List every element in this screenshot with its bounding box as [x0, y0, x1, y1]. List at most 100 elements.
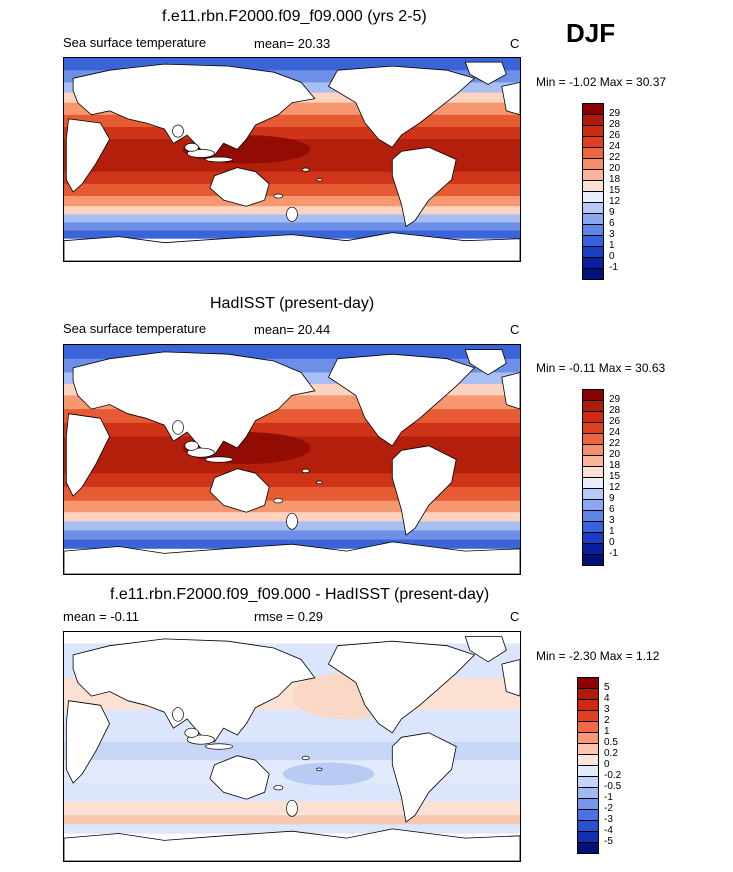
colorbar-swatch — [583, 269, 603, 279]
colorbar-tick-label: -1 — [609, 548, 618, 559]
colorbar-swatch — [583, 522, 603, 533]
colorbar-tick-label: 0 — [609, 251, 615, 262]
continent-outline — [327, 353, 476, 447]
colorbar-tick-label: 0.2 — [604, 748, 618, 759]
colorbar-swatch — [583, 511, 603, 522]
colorbar-tick-label: -5 — [604, 836, 613, 847]
continent-outline — [65, 413, 111, 497]
continent-outline — [327, 640, 476, 734]
colorbar-tick-label: 6 — [609, 504, 615, 515]
colorbar-swatch — [583, 159, 603, 170]
continent-outline — [64, 541, 520, 574]
colorbar-tick-label: 22 — [609, 438, 621, 449]
colorbar-tick-label: -0.5 — [604, 781, 622, 792]
continent-outline — [64, 232, 520, 261]
colorbar-tick-label: 3 — [604, 704, 610, 715]
continent-outline — [209, 468, 270, 513]
colorbar-swatch — [578, 788, 598, 799]
island-outline — [172, 124, 184, 138]
colorbar-tick-label: -1 — [609, 262, 618, 273]
continent-outline — [209, 167, 270, 207]
panel-3-map — [63, 631, 521, 862]
colorbar-tick-label: 1 — [609, 240, 615, 251]
continent-outline — [391, 146, 457, 228]
colorbar-swatch — [583, 170, 603, 181]
colorbar-tick-label: -1 — [604, 792, 613, 803]
colorbar-tick-label: 20 — [609, 163, 621, 174]
island-outline — [316, 480, 323, 485]
colorbar-tick-label: 20 — [609, 449, 621, 460]
island-outline — [286, 799, 298, 817]
island-outline — [286, 512, 298, 530]
colorbar-swatch — [583, 236, 603, 247]
colorbar-tick-label: 18 — [609, 174, 621, 185]
colorbar-swatch — [583, 181, 603, 192]
island-outline — [184, 727, 199, 738]
colorbar-swatches — [582, 389, 604, 566]
continent-outline — [501, 372, 520, 410]
colorbar-swatch — [583, 126, 603, 137]
sst-band — [64, 632, 520, 644]
continent-outline — [391, 732, 457, 823]
colorbar-swatch — [583, 258, 603, 269]
panel-3-title: f.e11.rbn.F2000.f09_f09.000 - HadISST (p… — [110, 586, 490, 603]
colorbar-tick-label: 15 — [609, 185, 621, 196]
continent-outline — [327, 65, 476, 148]
colorbar-tick-label: 29 — [609, 108, 621, 119]
island-outline — [286, 206, 298, 222]
colorbar-tick-label: -4 — [604, 825, 613, 836]
island-outline — [301, 468, 310, 474]
colorbar-swatch — [578, 689, 598, 700]
colorbar-swatch — [578, 678, 598, 689]
colorbar-swatch — [583, 423, 603, 434]
colorbar-tick-label: 9 — [609, 207, 615, 218]
panel-2-minmax: Min = -0.11 Max = 30.63 — [536, 361, 666, 375]
colorbar-swatch — [583, 478, 603, 489]
sst-band — [64, 196, 520, 207]
continent-outline — [464, 61, 507, 85]
sst-band — [64, 500, 520, 513]
continent-outline — [65, 118, 111, 193]
sst-band — [64, 709, 520, 743]
panel-2-map — [63, 344, 521, 575]
island-outline — [316, 178, 323, 182]
colorbar-swatch — [578, 700, 598, 711]
continent-outline — [64, 828, 520, 861]
island-outline — [301, 755, 310, 761]
colorbar-swatch — [583, 225, 603, 236]
continent-outline — [391, 445, 457, 536]
colorbar-swatch — [578, 755, 598, 766]
colorbar-swatch — [583, 555, 603, 565]
colorbar-tick-label: 0.5 — [604, 737, 618, 748]
panel-3-minmax: Min = -2.30 Max = 1.12 — [536, 649, 660, 663]
sst-band — [64, 815, 520, 825]
colorbar-tick-label: 0 — [609, 537, 615, 548]
continent-outline — [72, 351, 316, 456]
continent-outline — [501, 81, 520, 116]
panel-3-rmse: rmse = 0.29 — [254, 609, 324, 624]
panel-3-units: C — [510, 609, 520, 624]
island-outline — [301, 167, 310, 172]
island-outline — [273, 785, 284, 791]
colorbar-swatch — [583, 390, 603, 401]
colorbar-swatch — [583, 148, 603, 159]
colorbar-swatch — [583, 500, 603, 511]
colorbar-tick-label: 4 — [604, 693, 610, 704]
colorbar-swatch — [578, 722, 598, 733]
panel-1-units: C — [510, 36, 520, 51]
sst-band — [64, 183, 520, 197]
sst-band — [64, 530, 520, 541]
island-outline — [205, 743, 234, 750]
colorbar-tick-label: 18 — [609, 460, 621, 471]
colorbar-tick-label: 28 — [609, 405, 621, 416]
island-outline — [273, 193, 284, 199]
sst-band — [64, 127, 520, 140]
colorbar-tick-label: 22 — [609, 152, 621, 163]
panel-1-minmax: Min = -1.02 Max = 30.37 — [536, 75, 667, 89]
colorbar-tick-label: 0 — [604, 759, 610, 770]
colorbar-tick-label: 6 — [609, 218, 615, 229]
colorbar-tick-label: 12 — [609, 196, 621, 207]
colorbar-swatch — [578, 832, 598, 843]
island-outline — [316, 767, 323, 772]
colorbar-tick-label: 29 — [609, 394, 621, 405]
